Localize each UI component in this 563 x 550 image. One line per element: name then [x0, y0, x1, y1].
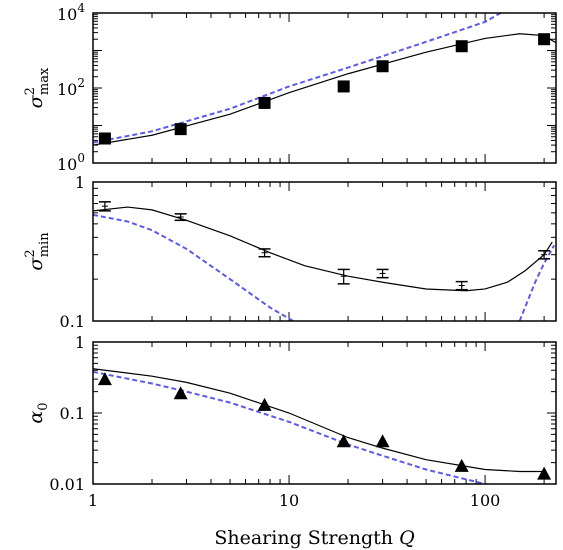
- x-tick-label: 1: [88, 491, 98, 510]
- data-point-triangle: [375, 434, 390, 448]
- data-point-triangle: [454, 458, 469, 472]
- y-tick-label: 1: [75, 333, 85, 352]
- data-point-errorbar: [376, 268, 389, 279]
- data-point-triangle: [173, 386, 188, 400]
- plot-frame: [92, 181, 557, 322]
- model-curve-dashed: [93, 213, 294, 321]
- plot-frame: [92, 341, 557, 485]
- data-point-square: [455, 40, 468, 53]
- y-tick-label: 0.01: [49, 475, 85, 494]
- y-axis-title: σ2max: [23, 67, 52, 108]
- model-curve-dashed: [93, 13, 502, 144]
- data-point-errorbar: [258, 248, 271, 258]
- model-curve-dashed: [93, 370, 491, 484]
- plot-area: [93, 368, 545, 484]
- y-axis-title: σ2min: [23, 232, 52, 271]
- data-point-triangle: [336, 434, 351, 448]
- panel-sigma-max: 100 102 104 σ2max: [23, 1, 557, 174]
- data-point-triangle: [537, 466, 552, 480]
- data-point-square: [337, 80, 350, 93]
- plot-area: [93, 206, 556, 321]
- data-point-square: [98, 132, 111, 145]
- x-tick-label: 100: [470, 491, 501, 510]
- y-tick-label: 1: [75, 173, 85, 192]
- data-point-triangle: [97, 372, 112, 386]
- panel-alpha0: 0.01 0.1 1 1 10 100 α0 Shearing Strength Q: [25, 333, 557, 549]
- data-point-errorbar: [538, 250, 551, 260]
- y-tick-label: 0.1: [60, 312, 85, 331]
- data-point-errorbar: [174, 213, 187, 222]
- model-curve-solid: [93, 368, 545, 473]
- y-tick-label: 102: [57, 76, 85, 99]
- model-curve-solid: [93, 33, 556, 146]
- data-point-errorbar: [455, 280, 468, 291]
- model-curve-solid: [93, 206, 553, 292]
- y-tick-label: 0.1: [60, 404, 85, 423]
- data-point-square: [538, 33, 551, 46]
- panel-sigma-min: 0.1 1 σ2min: [23, 173, 557, 331]
- x-axis-title: Shearing Strength Q: [214, 527, 414, 549]
- data-point-errorbar: [337, 268, 350, 285]
- data-point-triangle: [257, 397, 272, 411]
- model-curve-dashed: [518, 244, 556, 321]
- plot-area: [93, 13, 556, 146]
- y-tick-label: 104: [57, 1, 85, 24]
- data-point-square: [376, 60, 389, 73]
- data-point-square: [258, 96, 271, 109]
- y-tick-label: 100: [57, 151, 85, 174]
- data-point-errorbar: [98, 201, 111, 212]
- x-tick-label: 10: [279, 491, 299, 510]
- data-point-square: [174, 123, 187, 136]
- y-axis-title: α0: [25, 402, 51, 423]
- plot-frame: [92, 12, 557, 164]
